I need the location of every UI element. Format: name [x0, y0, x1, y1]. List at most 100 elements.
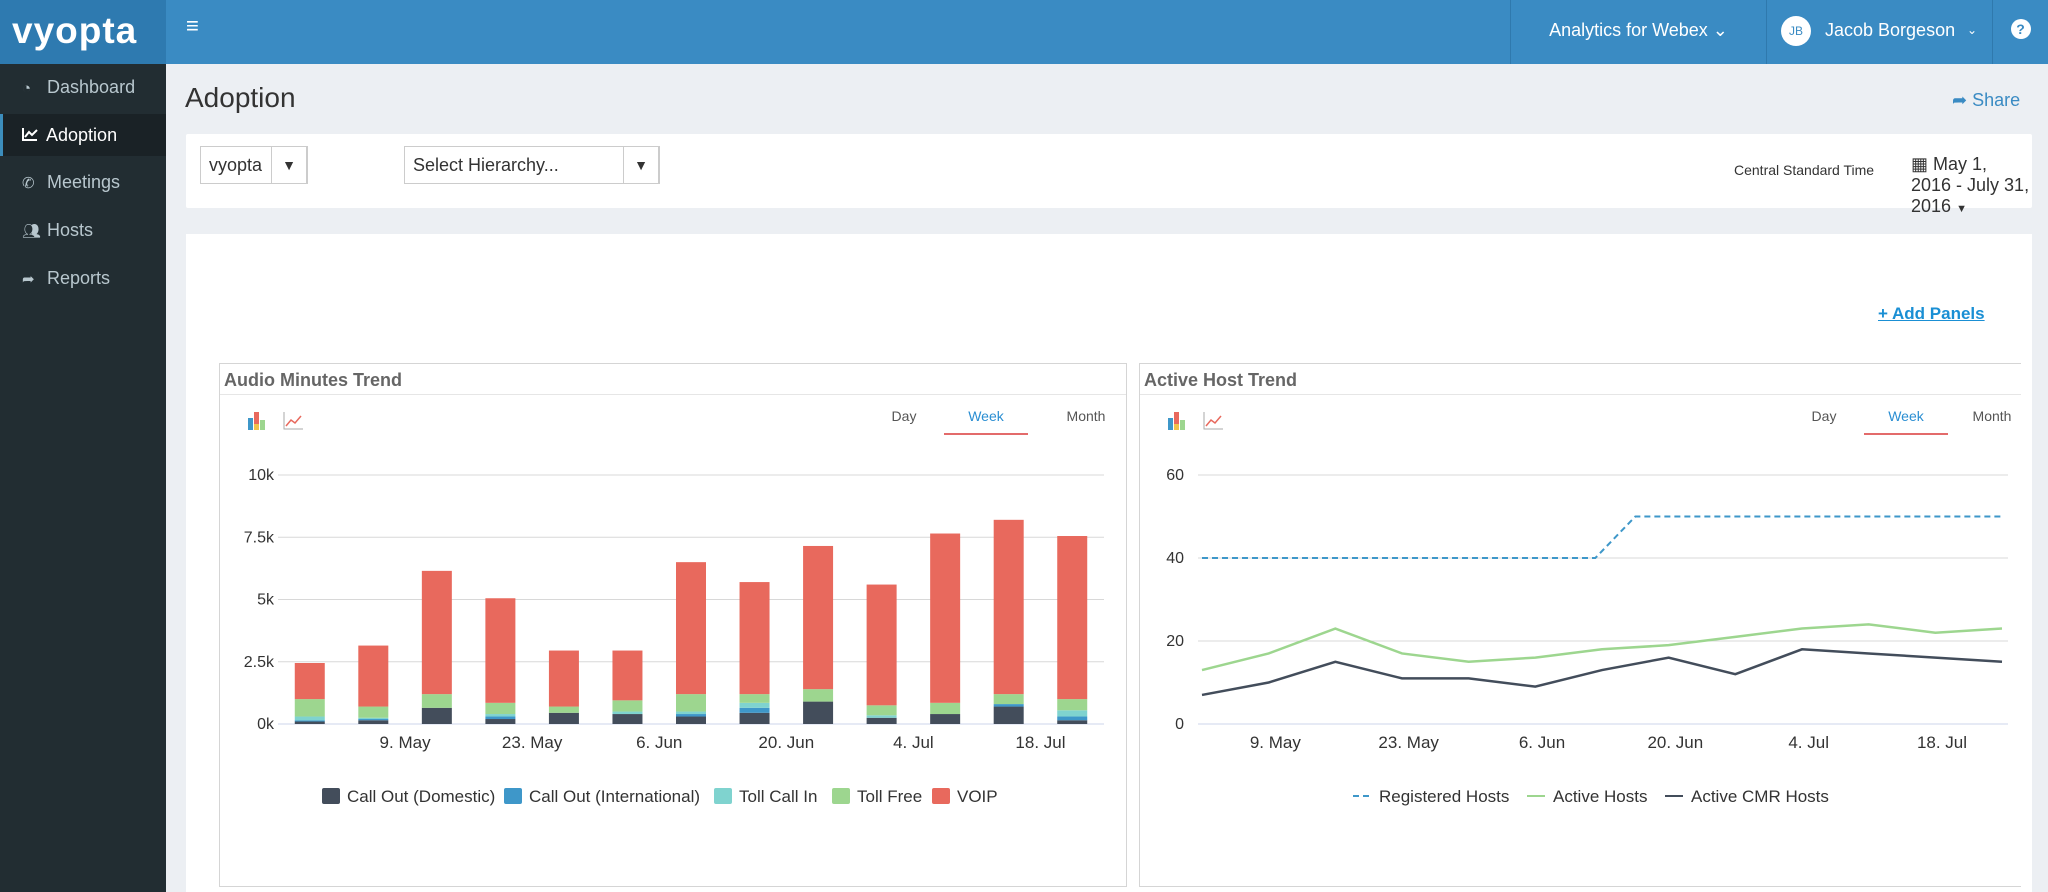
sidebar-item-label: Dashboard [47, 77, 136, 97]
org-select[interactable]: vyopta ▼ [200, 146, 308, 184]
x-tick-label: 9. May [380, 733, 432, 752]
series-line-registered-hosts [1202, 515, 2002, 559]
bar-segment [739, 707, 770, 713]
series-line-active-hosts [1201, 623, 2003, 672]
bar-segment [485, 702, 516, 715]
tab-week[interactable]: Week [1888, 408, 1924, 424]
bar-segment [612, 711, 643, 715]
legend-swatch [832, 788, 850, 804]
x-tick-label: 20. Jun [1647, 733, 1703, 752]
bar-segment [358, 719, 389, 721]
bar-segment [866, 715, 897, 718]
tab-day[interactable]: Day [891, 408, 917, 424]
vyopta-logo[interactable]: vyopta [0, 0, 166, 64]
bar-segment [993, 519, 1024, 695]
bar-chart-view-icon[interactable] [246, 408, 268, 432]
chevron-down-icon[interactable]: ▼ [271, 146, 307, 184]
dashboard-icon: ◔ [22, 80, 32, 97]
bar-segment [358, 717, 389, 720]
help-button[interactable]: ? [1992, 0, 2048, 64]
x-tick-label: 4. Jul [893, 733, 934, 752]
bar-segment [803, 545, 834, 690]
bar-segment [294, 662, 325, 700]
bar-segment [930, 714, 961, 724]
sidebar-item-hosts[interactable]: 👥︎ Hosts [0, 209, 166, 251]
y-tick-label: 10k [248, 467, 275, 484]
bar-segment [358, 720, 389, 724]
bar-segment [421, 570, 452, 695]
sidebar-item-adoption[interactable]: Adoption [0, 114, 166, 156]
bar-segment [739, 582, 770, 695]
sidebar-item-reports[interactable]: ➦ Reports [0, 257, 166, 299]
sidebar-item-dashboard[interactable]: ◔ Dashboard [0, 66, 166, 108]
bar-segment [548, 650, 579, 707]
bar-segment [1057, 536, 1088, 700]
legend-swatch [932, 788, 950, 804]
bar-segment [930, 533, 961, 703]
divider [220, 394, 1126, 395]
analytics-product-dropdown[interactable]: Analytics for Webex ⌄ [1510, 0, 1766, 64]
legend-label: VOIP [957, 787, 998, 806]
selected-tab-underline [944, 433, 1028, 435]
tab-month[interactable]: Month [1972, 408, 2012, 424]
bar-segment [421, 694, 452, 708]
bar-segment [358, 706, 389, 718]
bar-segment [612, 700, 643, 712]
caret-down-icon: ▼ [1956, 203, 1967, 215]
sidebar-item-label: Reports [47, 268, 111, 288]
date-range-value: May 1, 2016 - July 31, 2016 [1911, 154, 2030, 216]
bar-segment [866, 717, 897, 724]
x-tick-label: 6. Jun [1519, 733, 1565, 752]
x-tick-label: 20. Jun [758, 733, 814, 752]
hierarchy-select[interactable]: Select Hierarchy... ▼ [404, 146, 660, 184]
bar-segment [294, 699, 325, 717]
card-title: Active Host Trend [1144, 370, 1298, 390]
user-menu-dropdown[interactable]: JB Jacob Borgeson ⌄ [1766, 0, 1992, 64]
bar-segment [294, 716, 325, 721]
bar-segment [676, 694, 706, 712]
y-tick-label: 20 [1166, 633, 1184, 650]
sidebar-item-meetings[interactable]: ✆ Meetings [0, 161, 166, 203]
calendar-icon: ▦ [1911, 154, 1929, 174]
add-panels-link[interactable]: + Add Panels [1878, 304, 1985, 323]
bar-segment [421, 707, 452, 724]
bar-segment [485, 716, 516, 720]
legend-label: Toll Call In [739, 787, 817, 806]
card-title: Audio Minutes Trend [224, 370, 402, 390]
series-line-active-cmr-hosts [1201, 648, 2003, 697]
avatar: JB [1781, 16, 1811, 46]
legend-label: Active Hosts [1553, 787, 1647, 806]
menu-toggle-icon[interactable]: ≡ [186, 13, 199, 38]
bar-segment [993, 694, 1024, 705]
org-select-value: vyopta [209, 155, 263, 175]
x-tick-label: 4. Jul [1788, 733, 1829, 752]
line-chart-view-icon[interactable] [282, 408, 304, 432]
date-range-picker[interactable]: ▦ May 1, 2016 - July 31, 2016 ▼ [1911, 154, 2032, 217]
tab-month[interactable]: Month [1066, 408, 1106, 424]
help-icon: ? [2010, 19, 2031, 39]
chevron-down-icon[interactable]: ▼ [623, 146, 659, 184]
share-button[interactable]: ➦ Share [1952, 90, 2020, 111]
bar-segment [485, 714, 516, 717]
line-chart-view-icon[interactable] [1202, 408, 1224, 432]
x-tick-label: 9. May [1250, 733, 1302, 752]
bar-chart-view-icon[interactable] [1166, 408, 1188, 432]
bar-segment [676, 711, 706, 715]
y-tick-label: 7.5k [244, 529, 275, 546]
tab-day[interactable]: Day [1811, 408, 1837, 424]
tab-week[interactable]: Week [968, 408, 1004, 424]
bar-segment [739, 712, 770, 724]
filter-bar: vyopta ▼ Select Hierarchy... ▼ Central S… [186, 134, 2032, 216]
bar-segment [485, 598, 516, 703]
phone-icon: ✆ [22, 175, 35, 192]
share-icon: ➦ [22, 271, 35, 288]
bar-segment [294, 721, 325, 724]
bar-segment [676, 716, 706, 724]
active-host-chart: 0 20 40 60 9. May 23. May 6. Jun 20. Jun 4. Jul 1… [1166, 467, 2008, 806]
bar-segment [1057, 710, 1088, 717]
bar-segment [803, 689, 834, 702]
bar-segment [803, 701, 834, 724]
y-tick-label: 0 [1175, 716, 1184, 733]
x-tick-label: 23. May [1378, 733, 1439, 752]
